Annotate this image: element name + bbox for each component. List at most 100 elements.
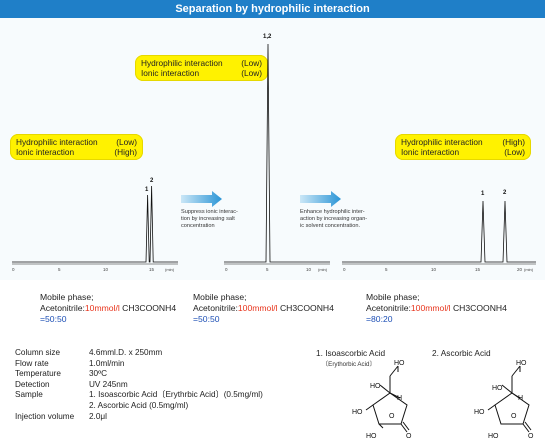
mobile-phase-3: Mobile phase; Acetonitrile:100mmol/l CH3… bbox=[366, 292, 507, 325]
caption-line: ic solvent concentration. bbox=[300, 223, 361, 230]
atom-label: HO bbox=[394, 360, 405, 367]
callout-value: (Low) bbox=[241, 68, 262, 78]
arrow-2-caption: Enhance hydrophilic inter- action by inc… bbox=[300, 209, 367, 231]
callout-value: (Low) bbox=[241, 58, 262, 68]
callout-label: Hydrophilic interaction bbox=[141, 58, 223, 68]
tick-label: 20 bbox=[517, 267, 523, 272]
atom-label: H bbox=[518, 395, 523, 402]
page-title: Separation by hydrophilic interaction bbox=[175, 3, 370, 15]
ratio: =50:50 bbox=[193, 314, 220, 324]
right-arrow-icon bbox=[300, 191, 341, 207]
condition-value: 2. Ascorbic Acid (0.5mg/ml) bbox=[89, 400, 189, 410]
atom-label: H bbox=[397, 395, 402, 402]
condition-label: Column size bbox=[15, 348, 61, 357]
tick-label: 5 bbox=[385, 267, 388, 272]
mobile-phase-label: Mobile phase; bbox=[193, 292, 247, 302]
atom-label: O bbox=[528, 433, 534, 440]
chromatogram-figure: 1 2 0 5 10 15 (min) 1,2 0 5 10 (min) 1 2… bbox=[12, 34, 536, 272]
trace bbox=[342, 200, 536, 263]
chromatogram-2: 1,2 0 5 10 (min) bbox=[224, 34, 330, 272]
condition-label: Temperature bbox=[15, 369, 61, 379]
callout-label: Ionic interaction bbox=[401, 147, 460, 157]
atom-label: HO bbox=[516, 360, 527, 367]
callout-right: Hydrophilic interaction (High) Ionic inte… bbox=[395, 134, 531, 160]
peak-label: 1,2 bbox=[263, 34, 272, 40]
caption-line: Suppress ionic interac- bbox=[181, 209, 238, 215]
salt-name: CH3COONH4 bbox=[450, 303, 507, 313]
condition-value: 2.0μl bbox=[89, 411, 107, 421]
tick-label: 0 bbox=[12, 267, 15, 272]
salt-name: CH3COONH4 bbox=[119, 303, 177, 313]
right-arrow-icon bbox=[181, 191, 222, 207]
peak-label: 1 bbox=[481, 191, 485, 197]
salt-name: CH3COONH4 bbox=[277, 303, 334, 313]
salt-concentration: 10mmol/l bbox=[84, 303, 120, 313]
compound-2-name: 2. Ascorbic Acid bbox=[432, 348, 491, 358]
callout-label: Ionic interaction bbox=[16, 147, 75, 157]
mobile-phase-1: Mobile phase; Acetonitrile:10mmol/l CH3C… bbox=[40, 292, 176, 325]
mobile-phase-label: Mobile phase; bbox=[366, 292, 420, 302]
condition-value: 30ºC bbox=[89, 369, 108, 379]
salt-concentration: 100mmol/l bbox=[410, 303, 451, 313]
arrow-1-caption: Suppress ionic interac- tion by increasi… bbox=[181, 209, 238, 231]
callout-middle: Hydrophilic interaction (Low) Ionic inter… bbox=[135, 55, 268, 81]
chromatogram-1: 1 2 0 5 10 15 (min) bbox=[12, 178, 178, 272]
peak-label: 1 bbox=[145, 187, 149, 193]
tick-label: 0 bbox=[225, 267, 228, 272]
atom-label: HO bbox=[474, 409, 485, 416]
callout-value: (High) bbox=[502, 137, 525, 147]
condition-value: UV 245nm bbox=[89, 379, 128, 389]
chromatogram-3: 1 2 0 5 10 15 20 (min) bbox=[342, 190, 536, 272]
callout-left: Hydrophilic interaction (Low) Ionic inter… bbox=[10, 134, 143, 160]
condition-value: 1. Isoascorbic Acid〔Erythrbic Acid〕(0.5m… bbox=[89, 390, 263, 400]
tick-label: 15 bbox=[475, 267, 481, 272]
callout-label: Hydrophilic interaction bbox=[16, 137, 98, 147]
tick-label: 10 bbox=[431, 267, 437, 272]
axis-unit: (min) bbox=[318, 267, 328, 272]
atom-label: O bbox=[511, 413, 517, 420]
arrow-2 bbox=[300, 191, 341, 207]
trace bbox=[224, 43, 330, 263]
callout-label: Hydrophilic interaction bbox=[401, 137, 483, 147]
salt-concentration: 100mmol/l bbox=[237, 303, 278, 313]
solvent: Acetonitrile: bbox=[366, 303, 411, 313]
caption-line: action by increasing organ- bbox=[300, 216, 368, 223]
callout-label: Ionic interaction bbox=[141, 68, 200, 78]
atom-label: O bbox=[406, 433, 412, 440]
caption-line: concentration bbox=[181, 223, 215, 230]
tick-label: 0 bbox=[343, 267, 346, 272]
condition-label: Injection volume bbox=[15, 411, 75, 421]
isoascorbic-acid-structure bbox=[365, 365, 410, 433]
page-header: Separation by hydrophilic interaction bbox=[0, 0, 545, 18]
caption-line: tion by increasing salt bbox=[181, 216, 235, 223]
tick-label: 5 bbox=[266, 267, 269, 272]
solvent: Acetonitrile: bbox=[193, 303, 238, 313]
peak-label: 2 bbox=[503, 190, 507, 196]
compound-1-synonym: 〔Erythorbic Acid〕 bbox=[322, 361, 376, 368]
condition-value: 1.0ml/min bbox=[89, 358, 125, 368]
arrow-1 bbox=[181, 191, 222, 207]
axis-unit: (min) bbox=[524, 267, 534, 272]
tick-label: 10 bbox=[306, 267, 312, 272]
atom-label: HO bbox=[370, 383, 381, 390]
peak-label: 2 bbox=[150, 178, 154, 184]
atom-label: HO bbox=[366, 433, 377, 440]
condition-value: 4.6mml.D. x 250mm bbox=[89, 348, 163, 357]
condition-label: Flow rate bbox=[15, 358, 49, 368]
ratio: =50:50 bbox=[40, 314, 67, 324]
ratio: =80:20 bbox=[366, 314, 393, 324]
callout-value: (Low) bbox=[504, 147, 525, 157]
ascorbic-acid-structure bbox=[487, 365, 532, 433]
caption-line: Enhance hydrophilic inter- bbox=[300, 209, 365, 215]
callout-value: (High) bbox=[114, 147, 137, 157]
atom-label: HO bbox=[352, 409, 363, 416]
trace bbox=[12, 185, 178, 263]
condition-label: Detection bbox=[15, 379, 50, 389]
analysis-conditions: Column size 4.6mml.D. x 250mm Flow rate 1.… bbox=[15, 348, 263, 422]
atom-label: O bbox=[389, 413, 395, 420]
atom-label: HO bbox=[492, 385, 503, 392]
callout-value: (Low) bbox=[116, 137, 137, 147]
atom-label: HO bbox=[488, 433, 499, 440]
compound-1-name: 1. Isoascorbic Acid bbox=[316, 348, 386, 358]
